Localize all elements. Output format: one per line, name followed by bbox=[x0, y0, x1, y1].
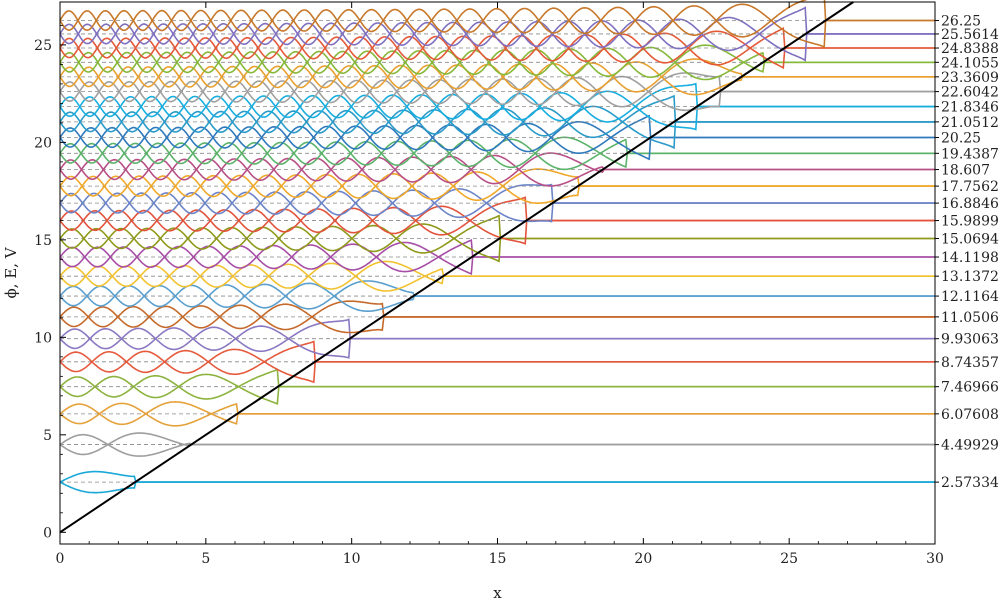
y-tick-label: 0 bbox=[43, 525, 52, 541]
wavefunction-lower-12 bbox=[59, 188, 935, 223]
wavefunction-upper-4 bbox=[59, 348, 935, 384]
wavefunction-lower-7 bbox=[59, 282, 935, 312]
wavefunction-upper-20 bbox=[59, 61, 935, 96]
y-tick-label: 20 bbox=[34, 135, 52, 151]
x-tick-label: 25 bbox=[780, 551, 798, 567]
wavefunction-upper-23 bbox=[59, 16, 935, 62]
wavefunction-lower-3 bbox=[59, 373, 935, 405]
wavefunction-lower-0 bbox=[59, 481, 935, 494]
wavefunction-lower-2 bbox=[59, 402, 935, 427]
wavefunction-lower-11 bbox=[59, 196, 935, 236]
x-axis-label: x bbox=[493, 584, 502, 602]
wavefunction-upper-9 bbox=[59, 241, 935, 276]
wavefunction-lower-14 bbox=[59, 154, 935, 187]
wavefunction-lower-5 bbox=[59, 325, 935, 359]
level-label-14: 18.607 bbox=[941, 163, 990, 179]
level-label-10: 15.0694 bbox=[941, 232, 999, 248]
wavefunction-upper-0 bbox=[59, 470, 935, 483]
wavefunction-lower-4 bbox=[59, 340, 935, 376]
wavefunction-upper-15 bbox=[59, 138, 935, 171]
level-label-7: 12.1164 bbox=[941, 289, 999, 305]
wavefunction-upper-8 bbox=[59, 262, 935, 292]
potential-line bbox=[59, 1, 854, 534]
level-label-4: 8.74357 bbox=[941, 355, 999, 371]
wavefunction-upper-14 bbox=[59, 152, 935, 185]
level-label-12: 16.8846 bbox=[941, 196, 999, 212]
level-label-8: 13.1372 bbox=[941, 269, 999, 285]
level-label-19: 22.6042 bbox=[941, 85, 999, 101]
wavefunction-lower-21 bbox=[59, 46, 935, 81]
x-tick-label: 30 bbox=[926, 551, 944, 567]
wavefunction-upper-3 bbox=[59, 368, 935, 400]
x-tick-label: 10 bbox=[343, 551, 361, 567]
level-label-3: 7.46966 bbox=[941, 380, 999, 396]
wavefunction-lower-9 bbox=[59, 239, 935, 273]
level-label-5: 9.93063 bbox=[941, 332, 999, 348]
wavefunction-lower-19 bbox=[59, 75, 935, 112]
y-tick-label: 5 bbox=[43, 428, 52, 444]
y-tick-label: 10 bbox=[34, 330, 52, 346]
level-label-17: 21.0512 bbox=[941, 115, 999, 131]
wavefunction-lower-23 bbox=[59, 6, 935, 52]
level-label-20: 23.3609 bbox=[941, 70, 999, 86]
potential-group bbox=[59, 1, 854, 534]
wavefunction-upper-6 bbox=[59, 303, 935, 334]
level-label-18: 21.8346 bbox=[941, 100, 999, 116]
wavefunction-lower-16 bbox=[59, 114, 935, 154]
x-tick-label: 15 bbox=[489, 551, 507, 567]
wavefunction-upper-21 bbox=[59, 44, 935, 79]
wavefunction-lower-1 bbox=[59, 432, 935, 456]
axis-ticks-group: 0 5 10 15 20 25 30 0 5 10 15 20 25 bbox=[34, 2, 944, 567]
y-axis-label: ϕ, E, V bbox=[2, 246, 20, 298]
level-label-23: 25.5614 bbox=[941, 27, 999, 43]
level-label-9: 14.1198 bbox=[941, 250, 999, 266]
level-label-15: 19.4387 bbox=[941, 146, 999, 162]
wavefunction-lower-10 bbox=[59, 223, 935, 263]
x-tick-label: 20 bbox=[634, 551, 652, 567]
wavefunction-lower-6 bbox=[59, 300, 935, 331]
wavefunction-lower-17 bbox=[59, 105, 935, 150]
wavefunction-lower-24 bbox=[59, 3, 935, 49]
energy-level-group bbox=[59, 0, 935, 494]
level-label-24: 26.25 bbox=[941, 14, 981, 30]
level-label-6: 11.0506 bbox=[941, 310, 999, 326]
level-label-21: 24.1055 bbox=[941, 55, 999, 71]
level-label-1: 4.49929 bbox=[941, 438, 999, 454]
level-label-11: 15.9899 bbox=[941, 214, 999, 230]
level-label-2: 6.07608 bbox=[941, 407, 999, 423]
level-label-13: 17.7562 bbox=[941, 179, 999, 195]
wavefunction-lower-20 bbox=[59, 58, 935, 93]
level-label-16: 20.25 bbox=[941, 131, 981, 147]
y-tick-label: 15 bbox=[34, 233, 52, 249]
wavefunction-lower-13 bbox=[59, 168, 935, 201]
level-label-0: 2.57334 bbox=[941, 475, 999, 491]
level-label-22: 24.8388 bbox=[941, 41, 999, 57]
x-tick-label: 5 bbox=[201, 551, 210, 567]
level-labels-group: 2.57334 4.49929 6.07608 7.46966 8.74357 9.930… bbox=[935, 14, 999, 491]
wavefunction-lower-18 bbox=[59, 82, 935, 123]
y-tick-label: 25 bbox=[34, 38, 52, 54]
x-tick-label: 0 bbox=[56, 551, 65, 567]
wavefunction-lower-15 bbox=[59, 136, 935, 169]
wavefunction-lower-8 bbox=[59, 260, 935, 290]
